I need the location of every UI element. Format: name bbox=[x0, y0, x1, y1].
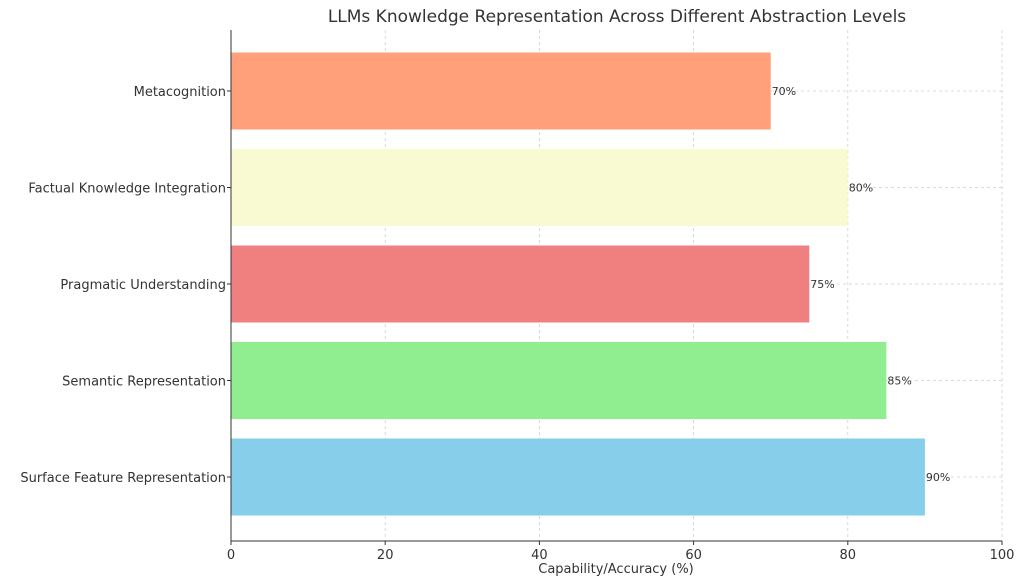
bar bbox=[231, 245, 810, 323]
category-label: Pragmatic Understanding bbox=[60, 278, 226, 293]
category-label: Factual Knowledge Integration bbox=[28, 182, 226, 197]
x-axis-label: Capability/Accuracy (%) bbox=[538, 562, 694, 577]
x-tick-label: 40 bbox=[531, 548, 548, 563]
category-label: Semantic Representation bbox=[62, 375, 226, 390]
bar bbox=[231, 52, 771, 130]
data-label: 70% bbox=[772, 85, 796, 98]
x-tick-label: 60 bbox=[685, 548, 702, 563]
data-label: 75% bbox=[810, 278, 834, 291]
data-label: 90% bbox=[926, 471, 950, 484]
bar bbox=[231, 438, 925, 516]
x-tick-label: 100 bbox=[990, 548, 1015, 563]
x-tick-label: 0 bbox=[227, 548, 235, 563]
bars: 90% 85% 75% 80% 70% bbox=[231, 52, 950, 516]
x-tick-label: 80 bbox=[840, 548, 857, 563]
category-label: Surface Feature Representation bbox=[20, 471, 226, 486]
category-label: Metacognition bbox=[134, 85, 226, 100]
axes: Surface Feature Representation Semantic R… bbox=[20, 30, 1014, 563]
chart-title: LLMs Knowledge Representation Across Dif… bbox=[328, 7, 906, 27]
data-label: 85% bbox=[887, 375, 911, 388]
x-tick-label: 20 bbox=[377, 548, 394, 563]
bar bbox=[231, 149, 848, 226]
bar bbox=[231, 342, 887, 419]
data-label: 80% bbox=[849, 182, 873, 195]
